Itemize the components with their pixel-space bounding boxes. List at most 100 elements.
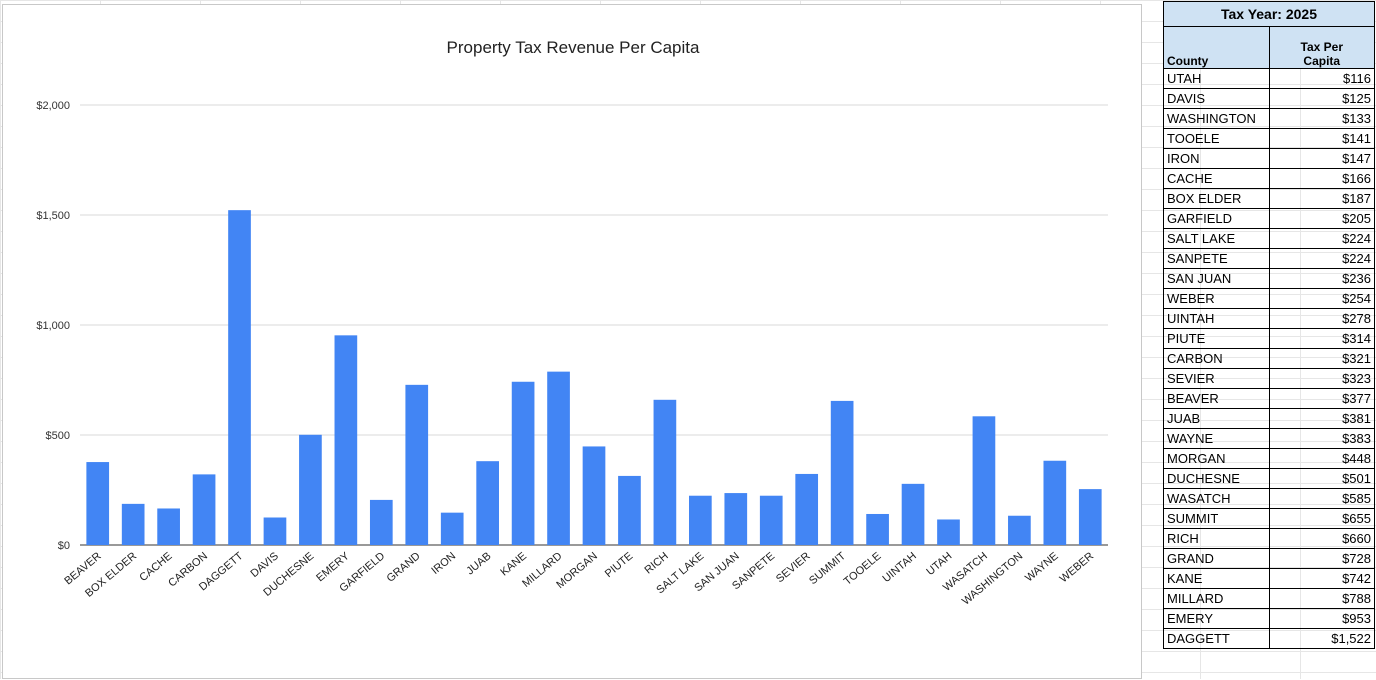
county-cell[interactable]: CARBON	[1163, 348, 1270, 369]
bar-juab[interactable]	[476, 461, 499, 545]
tax-value-cell[interactable]: $501	[1268, 468, 1375, 489]
table-title[interactable]: Tax Year: 2025	[1163, 1, 1375, 27]
table-row: DAGGETT $1,522	[1163, 628, 1375, 649]
county-cell[interactable]: SEVIER	[1163, 368, 1270, 389]
tax-value-cell[interactable]: $166	[1268, 168, 1375, 189]
tax-value-cell[interactable]: $147	[1268, 148, 1375, 169]
x-tick-label: UTAH	[924, 550, 954, 578]
tax-value-cell[interactable]: $133	[1268, 108, 1375, 129]
x-tick-label: SUMMIT	[807, 550, 848, 587]
tax-value-cell[interactable]: $125	[1268, 88, 1375, 109]
county-cell[interactable]: BOX ELDER	[1163, 188, 1270, 209]
county-cell[interactable]: GRAND	[1163, 548, 1270, 569]
county-cell[interactable]: UTAH	[1163, 68, 1270, 89]
county-cell[interactable]: UINTAH	[1163, 308, 1270, 329]
bar-wayne[interactable]	[1043, 460, 1067, 545]
tax-value-cell[interactable]: $323	[1268, 368, 1375, 389]
bar-piute[interactable]	[618, 475, 641, 545]
tax-value-cell[interactable]: $381	[1268, 408, 1375, 429]
county-cell[interactable]: DAVIS	[1163, 88, 1270, 109]
bar-wasatch[interactable]	[972, 416, 996, 545]
county-cell[interactable]: SUMMIT	[1163, 508, 1270, 529]
county-cell[interactable]: KANE	[1163, 568, 1270, 589]
county-cell[interactable]: DUCHESNE	[1163, 468, 1270, 489]
tax-value-cell[interactable]: $953	[1268, 608, 1375, 629]
bar-rich[interactable]	[653, 399, 677, 545]
tax-value-cell[interactable]: $187	[1268, 188, 1375, 209]
county-cell[interactable]: WASATCH	[1163, 488, 1270, 509]
tax-value-cell[interactable]: $1,522	[1268, 628, 1375, 649]
tax-value-cell[interactable]: $116	[1268, 68, 1375, 89]
county-cell[interactable]: MORGAN	[1163, 448, 1270, 469]
bar-utah[interactable]	[937, 519, 960, 545]
bar-beaver[interactable]	[86, 462, 110, 545]
x-tick-label: SEVIER	[774, 550, 813, 585]
table-row: RICH $660	[1163, 528, 1375, 549]
county-cell[interactable]: CACHE	[1163, 168, 1270, 189]
tax-value-cell[interactable]: $141	[1268, 128, 1375, 149]
tax-value-cell[interactable]: $278	[1268, 308, 1375, 329]
county-column-header[interactable]: County	[1163, 26, 1270, 69]
bar-carbon[interactable]	[192, 474, 216, 545]
county-cell[interactable]: MILLARD	[1163, 588, 1270, 609]
county-cell[interactable]: BEAVER	[1163, 388, 1270, 409]
tax-value-cell[interactable]: $742	[1268, 568, 1375, 589]
bar-iron[interactable]	[440, 512, 464, 545]
tax-value-cell[interactable]: $224	[1268, 248, 1375, 269]
tax-value-cell[interactable]: $383	[1268, 428, 1375, 449]
county-cell[interactable]: SAN JUAN	[1163, 268, 1270, 289]
table-row: BOX ELDER $187	[1163, 188, 1375, 209]
tax-value-cell[interactable]: $660	[1268, 528, 1375, 549]
bar-box-elder[interactable]	[121, 503, 145, 545]
x-tick-label: KANE	[498, 550, 529, 578]
tax-value-cell[interactable]: $585	[1268, 488, 1375, 509]
tax-per-capita-column-header[interactable]: Tax Per Capita	[1268, 26, 1375, 69]
county-cell[interactable]: SANPETE	[1163, 248, 1270, 269]
bar-tooele[interactable]	[866, 513, 889, 545]
bar-summit[interactable]	[830, 400, 854, 545]
county-cell[interactable]: IRON	[1163, 148, 1270, 169]
county-cell[interactable]: DAGGETT	[1163, 628, 1270, 649]
tax-value-cell[interactable]: $448	[1268, 448, 1375, 469]
county-cell[interactable]: JUAB	[1163, 408, 1270, 429]
bar-emery[interactable]	[334, 335, 358, 545]
bar-uintah[interactable]	[901, 483, 925, 545]
bar-weber[interactable]	[1078, 489, 1102, 545]
bar-davis[interactable]	[263, 517, 287, 546]
bar-sevier[interactable]	[795, 473, 819, 545]
county-cell[interactable]: RICH	[1163, 528, 1270, 549]
bar-sanpete[interactable]	[759, 495, 783, 545]
county-cell[interactable]: WASHINGTON	[1163, 108, 1270, 129]
tax-value-cell[interactable]: $224	[1268, 228, 1375, 249]
county-cell[interactable]: WAYNE	[1163, 428, 1270, 449]
county-cell[interactable]: GARFIELD	[1163, 208, 1270, 229]
bar-millard[interactable]	[547, 371, 570, 545]
tax-value-cell[interactable]: $254	[1268, 288, 1375, 309]
tax-value-cell[interactable]: $321	[1268, 348, 1375, 369]
tax-value-cell[interactable]: $788	[1268, 588, 1375, 609]
tax-value-cell[interactable]: $205	[1268, 208, 1375, 229]
bar-salt-lake[interactable]	[689, 495, 712, 545]
bar-washington[interactable]	[1008, 515, 1031, 545]
y-tick-label: $1,000	[36, 320, 70, 332]
bar-cache[interactable]	[157, 508, 180, 545]
chart-container[interactable]: Property Tax Revenue Per Capita $0 $500 $1…	[2, 4, 1142, 679]
tax-value-cell[interactable]: $377	[1268, 388, 1375, 409]
tax-value-cell[interactable]: $728	[1268, 548, 1375, 569]
bar-duchesne[interactable]	[299, 434, 322, 545]
county-cell[interactable]: TOOELE	[1163, 128, 1270, 149]
county-cell[interactable]: SALT LAKE	[1163, 228, 1270, 249]
county-cell[interactable]: PIUTE	[1163, 328, 1270, 349]
bar-morgan[interactable]	[582, 446, 606, 545]
tax-value-cell[interactable]: $655	[1268, 508, 1375, 529]
bar-kane[interactable]	[511, 381, 535, 545]
tax-value-cell[interactable]: $236	[1268, 268, 1375, 289]
bar-grand[interactable]	[405, 384, 429, 545]
bar-garfield[interactable]	[369, 499, 393, 545]
bar-daggett[interactable]	[228, 210, 251, 545]
tax-value-cell[interactable]: $314	[1268, 328, 1375, 349]
y-axis-ticks: $0 $500 $1,000 $1,500 $2,000	[36, 100, 70, 552]
county-cell[interactable]: EMERY	[1163, 608, 1270, 629]
bar-san-juan[interactable]	[724, 493, 748, 545]
county-cell[interactable]: WEBER	[1163, 288, 1270, 309]
